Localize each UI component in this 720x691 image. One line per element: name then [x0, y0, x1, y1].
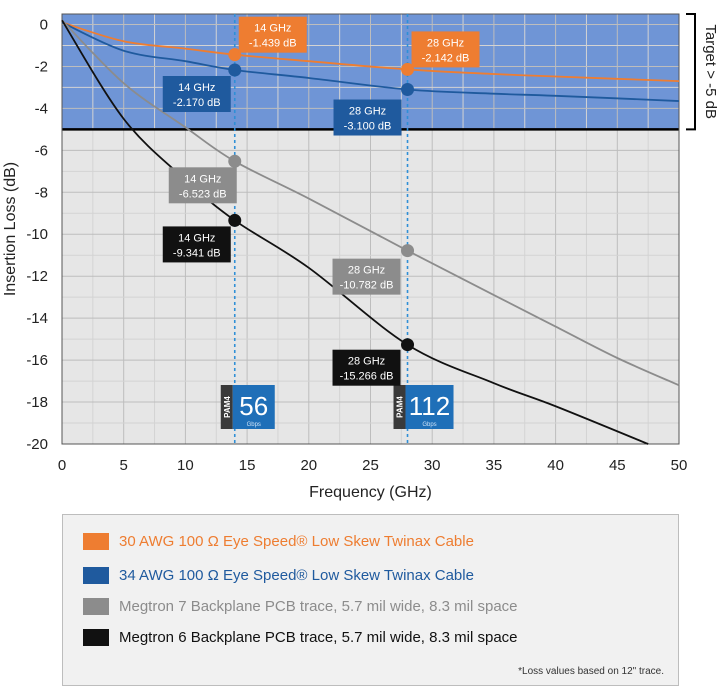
x-axis-label: Frequency (GHz) — [309, 484, 432, 501]
data-rate-value: 56 — [239, 391, 268, 421]
pam4-tag-label: PAM4 — [396, 396, 405, 418]
x-tick-label: 30 — [424, 457, 441, 474]
y-tick-label: -14 — [26, 310, 48, 327]
plot-border — [61, 13, 680, 445]
point-callout — [168, 167, 237, 204]
series-34awg-line — [61, 21, 680, 102]
point-callout — [162, 76, 231, 113]
x-tick-label: 5 — [120, 457, 128, 474]
data-point-marker — [401, 338, 415, 352]
callout-frequency: 14 GHz — [178, 232, 215, 244]
x-tick-label: 40 — [547, 457, 564, 474]
target-label: Target > -5 dB — [702, 24, 719, 119]
legend-item-megtron7: Megtron 7 Backplane PCB trace, 5.7 mil w… — [83, 595, 518, 617]
data-rate-unit: Gbps — [247, 422, 261, 428]
x-tick-label: 50 — [671, 457, 688, 474]
data-rate-value: 112 — [409, 391, 450, 421]
y-tick-label: -12 — [26, 268, 48, 285]
callout-frequency: 28 GHz — [427, 37, 464, 49]
legend-swatch-megtron6 — [83, 628, 109, 646]
data-point-marker — [228, 213, 242, 227]
target-bracket — [686, 13, 696, 131]
point-callout — [238, 16, 307, 53]
callout-loss: -15.266 dB — [340, 371, 394, 383]
legend-item-30awg: 30 AWG 100 Ω Eye Speed® Low Skew Twinax … — [83, 530, 474, 552]
legend-label-megtron6: Megtron 6 Backplane PCB trace, 5.7 mil w… — [119, 628, 518, 646]
legend-item-34awg: 34 AWG 100 Ω Eye Speed® Low Skew Twinax … — [83, 564, 474, 586]
callout-loss: -9.341 dB — [173, 247, 221, 259]
data-point-marker — [401, 244, 415, 258]
y-tick-label: -10 — [26, 226, 48, 243]
insertion-loss-chart: 0 5 10 15 20 25 30 35 40 45 50 0 -2 -4 -6 -8 -10 -12 -14 -1… — [2, 13, 719, 501]
x-tick-label: 35 — [486, 457, 503, 474]
callout-frequency: 14 GHz — [178, 82, 215, 94]
x-tick-label: 45 — [609, 457, 626, 474]
data-point-marker — [228, 154, 242, 168]
legend-label-34awg: 34 AWG 100 Ω Eye Speed® Low Skew Twinax … — [119, 566, 474, 584]
callout-frequency: 28 GHz — [348, 265, 385, 277]
pam4-tag-label: PAM4 — [223, 396, 232, 418]
data-point-marker — [401, 83, 415, 97]
callout-frequency: 28 GHz — [349, 106, 386, 118]
callout-loss: -10.782 dB — [340, 280, 394, 292]
data-rate-badge — [232, 385, 275, 429]
series-megtron7-line — [61, 19, 680, 387]
callout-loss: -1.439 dB — [249, 38, 297, 50]
point-callout — [332, 349, 401, 386]
callout-frequency: 14 GHz — [184, 173, 221, 185]
point-callout — [332, 258, 401, 295]
y-tick-label: -2 — [35, 58, 48, 75]
x-tick-label: 0 — [58, 457, 66, 474]
callout-loss: -6.523 dB — [179, 188, 227, 200]
y-tick-label: -4 — [35, 100, 48, 117]
x-tick-label: 25 — [362, 457, 379, 474]
legend: 30 AWG 100 Ω Eye Speed® Low Skew Twinax … — [62, 514, 679, 686]
callout-frequency: 28 GHz — [348, 356, 385, 368]
callout-loss: -3.100 dB — [344, 121, 392, 133]
y-axis-label: Insertion Loss (dB) — [2, 162, 19, 296]
series-megtron6-line — [61, 19, 649, 445]
callout-frequency: 14 GHz — [254, 23, 291, 35]
y-tick-label: -8 — [35, 184, 48, 201]
y-tick-label: -20 — [26, 436, 48, 453]
legend-swatch-megtron7 — [83, 597, 109, 615]
y-tick-label: -6 — [35, 142, 48, 159]
point-callout — [411, 31, 480, 68]
data-point-marker — [228, 48, 242, 62]
series-30awg-line — [61, 21, 680, 83]
legend-swatch-34awg — [83, 566, 109, 584]
callout-loss: -2.142 dB — [422, 52, 470, 64]
legend-label-30awg: 30 AWG 100 Ω Eye Speed® Low Skew Twinax … — [119, 532, 474, 550]
pam4-tag — [393, 385, 406, 429]
footnote: *Loss values based on 12" trace. — [518, 666, 664, 677]
x-tick-label: 10 — [177, 457, 194, 474]
legend-item-megtron6: Megtron 6 Backplane PCB trace, 5.7 mil w… — [83, 626, 518, 648]
point-callout — [333, 99, 402, 136]
callout-loss: -2.170 dB — [173, 97, 221, 109]
y-tick-label: 0 — [40, 16, 48, 33]
x-tick-label: 20 — [300, 457, 317, 474]
y-tick-label: -18 — [26, 394, 48, 411]
data-point-marker — [401, 62, 415, 76]
y-tick-label: -16 — [26, 352, 48, 369]
data-rate-unit: Gbps — [422, 422, 436, 428]
x-tick-label: 15 — [239, 457, 256, 474]
legend-swatch-30awg — [83, 532, 109, 550]
legend-label-megtron7: Megtron 7 Backplane PCB trace, 5.7 mil w… — [119, 597, 518, 615]
pam4-tag — [220, 385, 233, 429]
data-rate-badge — [405, 385, 454, 429]
point-callout — [162, 226, 231, 263]
data-point-marker — [228, 63, 242, 77]
